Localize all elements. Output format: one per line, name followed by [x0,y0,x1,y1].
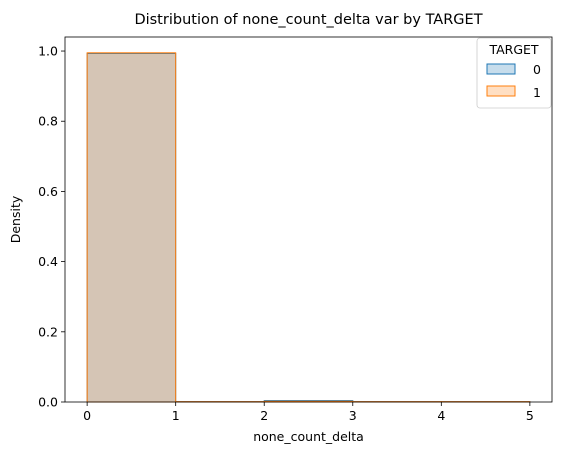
plot-area-frame [64,36,553,403]
y-tick-label: 1.0 [38,44,58,59]
y-tick-label: 0.8 [38,114,58,129]
y-tick-label: 0.0 [38,395,58,410]
y-tick-label: 0.6 [38,184,58,199]
x-tick-label: 2 [260,408,268,423]
x-tick-label: 5 [526,408,534,423]
y-axis-ticks: 0.0 0.2 0.4 0.6 0.8 1.0 [38,44,65,410]
legend-label-1: 1 [533,85,541,100]
y-axis-label: Density [8,195,23,243]
series-0-bar [86,52,177,403]
legend-label-0: 0 [533,62,541,77]
x-axis-ticks: 0 1 2 3 4 5 [83,402,534,423]
series-1-bars [86,52,531,403]
y-tick-label: 0.4 [38,254,58,269]
legend-swatch-1 [486,85,516,97]
chart-title: Distribution of none_count_delta var by … [134,12,482,28]
y-tick-label: 0.2 [38,324,58,339]
legend-title: TARGET [488,42,538,57]
legend: TARGET 0 1 [476,37,552,109]
x-tick-label: 0 [83,408,91,423]
x-tick-label: 4 [437,408,445,423]
x-tick-label: 1 [172,408,180,423]
legend-swatch-0 [486,63,516,75]
x-tick-label: 3 [349,408,357,423]
x-axis-label: none_count_delta [253,429,364,444]
series-1-bar [86,52,177,403]
legend-frame [476,37,552,109]
